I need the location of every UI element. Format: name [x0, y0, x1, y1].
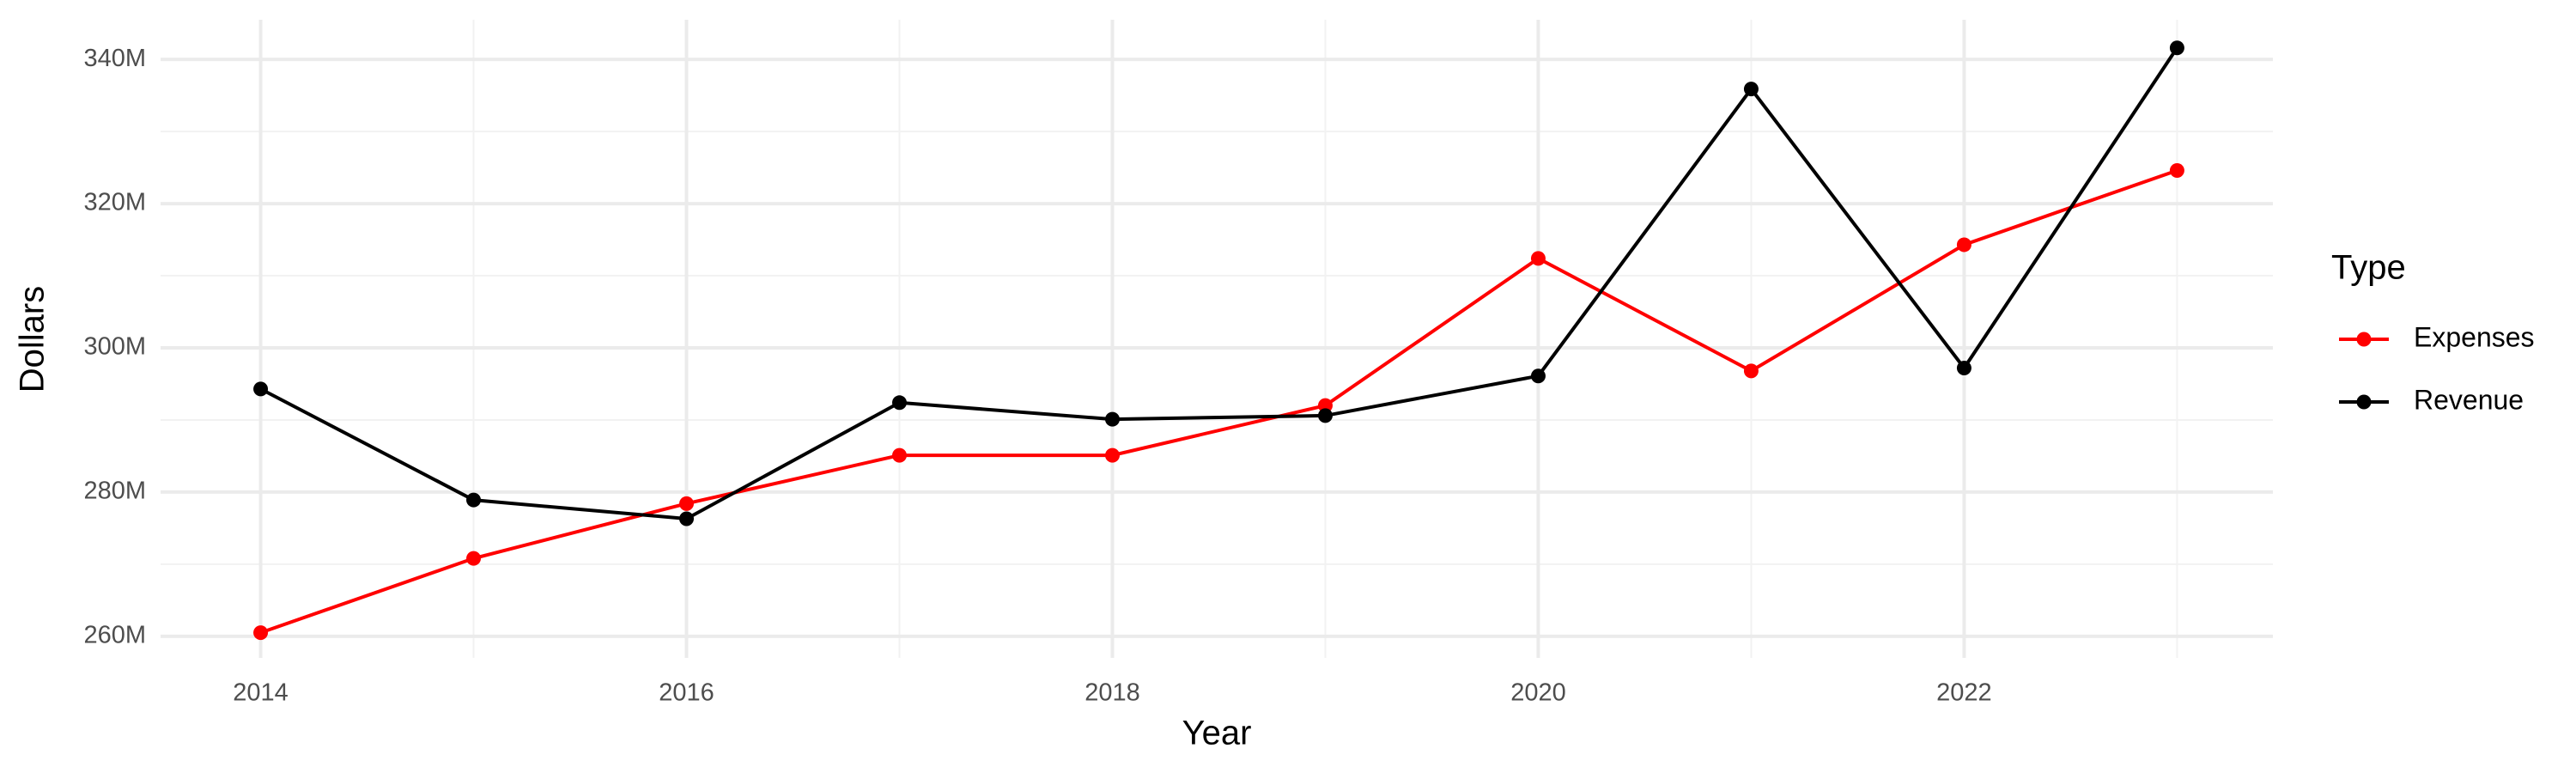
legend-key-point [2356, 332, 2372, 347]
series-line [259, 46, 2179, 521]
data-point [2169, 40, 2184, 56]
data-point [1743, 363, 1759, 379]
data-point [1317, 398, 1333, 413]
y-tick-label: 340M [83, 45, 146, 72]
legend-key-point [2356, 394, 2372, 410]
data-point [253, 381, 269, 397]
data-point [1317, 408, 1333, 423]
legend-label: Expenses [2414, 321, 2535, 352]
y-tick-label: 260M [83, 621, 146, 648]
data-point [1104, 447, 1120, 463]
data-point [892, 395, 908, 411]
x-axis-title: Year [1182, 715, 1252, 752]
data-point [466, 492, 482, 508]
data-point [1956, 361, 1971, 376]
data-point [1956, 237, 1971, 253]
x-tick-label: 2020 [1510, 679, 1566, 707]
y-tick-label: 300M [83, 333, 146, 361]
data-point [2169, 162, 2184, 178]
data-point [466, 551, 482, 566]
x-tick-label: 2022 [1936, 679, 1992, 707]
x-tick-label: 2014 [233, 679, 289, 707]
data-point [1743, 82, 1759, 97]
y-tick-label: 280M [83, 478, 146, 505]
x-tick-label: 2016 [659, 679, 714, 707]
series-line [259, 168, 2178, 635]
x-tick-label: 2018 [1084, 679, 1140, 707]
legend-label: Revenue [2414, 384, 2524, 415]
legend-title: Type [2331, 249, 2406, 287]
y-axis-title: Dollars [14, 286, 52, 393]
data-point [1104, 411, 1120, 427]
data-point [892, 447, 908, 463]
y-tick-label: 320M [83, 189, 146, 216]
data-point [1530, 251, 1546, 266]
data-point [679, 511, 695, 526]
data-point [253, 625, 269, 641]
data-point [679, 496, 695, 511]
data-point [1530, 368, 1546, 384]
